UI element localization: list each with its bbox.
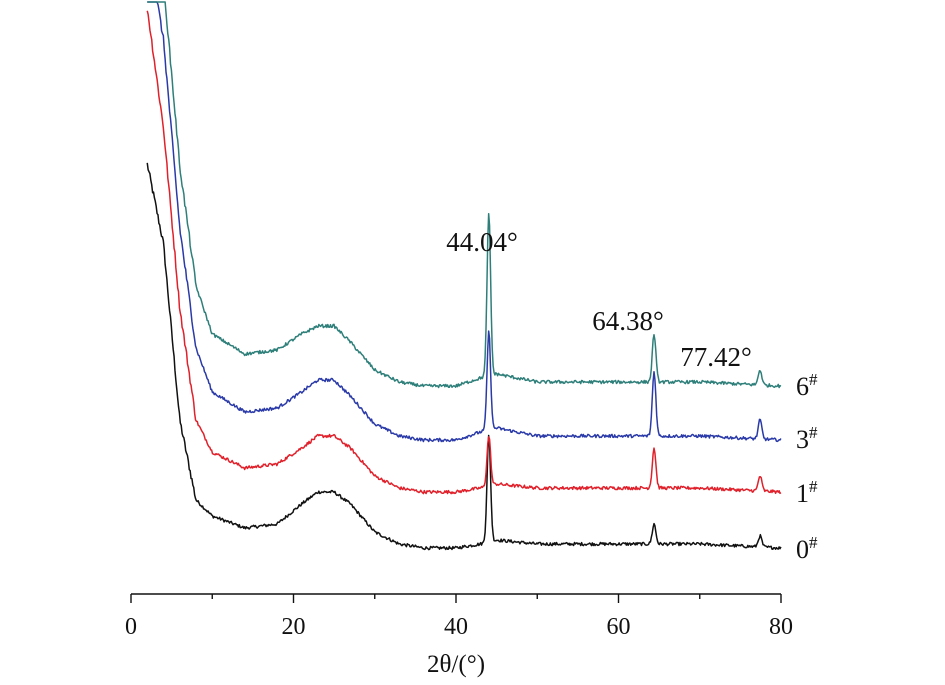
series-line-3 — [147, 1, 782, 443]
x-tick-label-20: 20 — [282, 614, 306, 640]
x-tick-label-80: 80 — [769, 614, 793, 640]
peak-label-77-42: 77.42° — [680, 342, 752, 372]
peak-labels: 44.04° 64.38° 77.42° — [446, 227, 752, 372]
series-label-6: 6# — [796, 370, 818, 401]
series-line-6 — [147, 1, 782, 389]
x-tick-label-60: 60 — [607, 614, 631, 640]
series-group — [146, 1, 782, 551]
peak-label-64-38: 64.38° — [592, 306, 664, 336]
x-ticks: 0 20 40 60 80 — [125, 594, 793, 640]
x-tick-label-0: 0 — [125, 614, 137, 640]
series-line-1 — [146, 10, 782, 495]
series-labels: 0# 1# 3# 6# — [796, 370, 818, 564]
x-axis: 0 20 40 60 80 2θ/(°) — [125, 593, 793, 678]
series-line-0 — [146, 162, 782, 551]
series-label-1: 1# — [796, 477, 818, 508]
x-axis-label: 2θ/(°) — [427, 651, 485, 678]
plot-area: 44.04° 64.38° 77.42° 0# 1# 3# 6# — [146, 1, 818, 564]
series-label-3: 3# — [796, 423, 818, 454]
x-tick-label-40: 40 — [444, 614, 468, 640]
series-label-0: 0# — [796, 533, 818, 564]
peak-label-44-04: 44.04° — [446, 227, 518, 257]
